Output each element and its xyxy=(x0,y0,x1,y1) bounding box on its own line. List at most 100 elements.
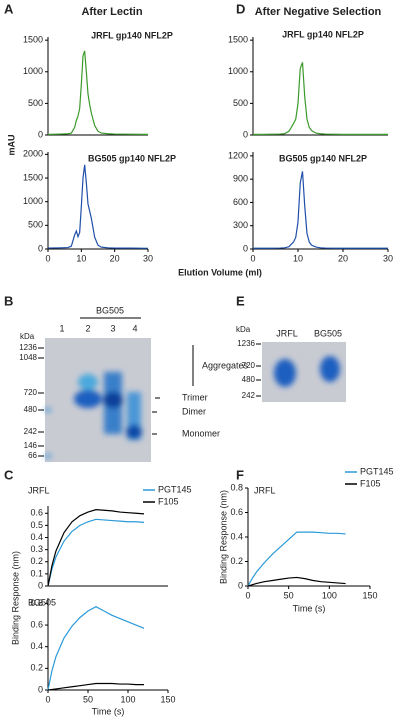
y-tick-label: 1200 xyxy=(228,150,248,160)
y-tick-label: 0.4 xyxy=(30,532,43,542)
x-tick-label: 150 xyxy=(160,694,175,704)
x-tick-label: 0 xyxy=(250,253,255,263)
marker-label: 242 xyxy=(24,427,38,436)
chart-title: JRFL gp140 NFL2P xyxy=(282,29,364,39)
panel-label: F xyxy=(236,467,244,482)
y-tick-label: 0 xyxy=(38,684,43,694)
x-tick-label: 30 xyxy=(143,253,153,263)
x-tick-label: 10 xyxy=(293,253,303,263)
lane-label: 4 xyxy=(132,323,137,333)
legend-label: F105 xyxy=(158,496,179,506)
lane-label: 1 xyxy=(59,323,64,333)
marker-label: 146 xyxy=(24,441,38,450)
x-tick-label: 30 xyxy=(383,253,393,263)
chart-title: BG505 xyxy=(28,597,56,607)
series-line xyxy=(47,50,149,135)
y-tick-label: 0 xyxy=(238,580,243,590)
x-tick-label: 20 xyxy=(338,253,348,263)
y-tick-label: 1000 xyxy=(23,196,43,206)
y-tick-label: 0.8 xyxy=(230,482,243,492)
legend-label: PGT145 xyxy=(158,484,192,494)
lane-label: BG505 xyxy=(314,328,342,338)
panel-label: A xyxy=(4,1,14,16)
y-tick-label: 0.6 xyxy=(230,507,243,517)
panel-label: B xyxy=(4,293,13,308)
marker-label: 480 xyxy=(242,375,256,384)
marker-label: 1236 xyxy=(19,343,37,352)
panel-label: E xyxy=(236,293,245,308)
y-tick-label: 0.2 xyxy=(230,556,243,566)
band-label: Trimer xyxy=(182,392,208,402)
series-line xyxy=(253,62,388,135)
y-tick-label: 900 xyxy=(233,174,248,184)
y-tick-label: 0 xyxy=(38,129,43,139)
lane-label: 3 xyxy=(110,323,115,333)
x-axis-label: Time (s) xyxy=(293,603,326,613)
kda-label: kDa xyxy=(236,325,251,334)
y-tick-label: 0.6 xyxy=(30,508,43,518)
x-tick-label: 100 xyxy=(120,694,135,704)
y-tick-label: 0 xyxy=(243,129,248,139)
marker-label: 480 xyxy=(24,405,38,414)
panel-label: C xyxy=(4,467,14,482)
series-line xyxy=(47,605,145,691)
gel-e: kDa JRFL BG505 xyxy=(236,325,346,402)
marker-label: 720 xyxy=(242,361,256,370)
y-tick-label: 0 xyxy=(243,243,248,253)
y-tick-label: 0.2 xyxy=(30,663,43,673)
y-tick-label: 0 xyxy=(38,243,43,253)
marker-label: 242 xyxy=(242,391,256,400)
series-line xyxy=(47,518,145,587)
y-tick-label: 1000 xyxy=(23,66,43,76)
y-tick-label: 500 xyxy=(28,98,43,108)
x-tick-label: 50 xyxy=(83,694,93,704)
lane-label: 2 xyxy=(85,323,90,333)
chart-title: JRFL gp140 NFL2P xyxy=(91,30,173,40)
y-tick-label: 2000 xyxy=(23,149,43,159)
x-tick-label: 100 xyxy=(322,590,337,600)
y-tick-label: 1500 xyxy=(23,35,43,45)
y-tick-label: 0 xyxy=(38,580,43,590)
panel-label: D xyxy=(236,1,245,16)
gel-b: BG505 1 2 3 4 kDa Aggregates Trimer Dime… xyxy=(20,305,249,462)
y-tick-label: 0.2 xyxy=(30,556,43,566)
series-line xyxy=(253,171,388,249)
y-tick-label: 500 xyxy=(28,220,43,230)
chart-title: JRFL xyxy=(28,485,50,495)
x-tick-label: 10 xyxy=(76,253,86,263)
y-tick-label: 0.1 xyxy=(30,568,43,578)
y-tick-label: 300 xyxy=(233,220,248,230)
series-line xyxy=(247,531,346,587)
y-tick-label: 600 xyxy=(233,197,248,207)
kda-label: kDa xyxy=(20,332,35,341)
marker-label: 1048 xyxy=(19,353,37,362)
band-label: Aggregates xyxy=(202,360,249,370)
x-tick-label: 50 xyxy=(284,590,294,600)
lane-label: JRFL xyxy=(276,328,298,338)
chart-title: BG505 gp140 NFL2P xyxy=(88,153,176,163)
series-line xyxy=(47,164,149,249)
marker-label: 66 xyxy=(28,451,37,460)
y-tick-label: 0.4 xyxy=(230,531,243,541)
y-tick-label: 0.8 xyxy=(30,598,43,608)
y-tick-label: 0.5 xyxy=(30,520,43,530)
x-tick-label: 0 xyxy=(45,253,50,263)
legend-label: F105 xyxy=(360,478,381,488)
y-axis-label: Binding Response (nm) xyxy=(10,551,20,645)
series-line xyxy=(247,576,346,587)
chart-title: JRFL xyxy=(254,485,276,495)
series-line xyxy=(47,509,145,587)
band-label: Monomer xyxy=(182,428,220,438)
y-axis-label: mAU xyxy=(6,134,16,155)
y-tick-label: 1000 xyxy=(228,66,248,76)
x-tick-label: 0 xyxy=(245,590,250,600)
panel-header: After Lectin xyxy=(81,6,142,18)
y-tick-label: 0.6 xyxy=(30,619,43,629)
y-tick-label: 0.3 xyxy=(30,544,43,554)
x-tick-label: 20 xyxy=(110,253,120,263)
y-tick-label: 0.4 xyxy=(30,641,43,651)
y-axis-label: Binding Response (nm) xyxy=(218,490,228,584)
legend-label: PGT145 xyxy=(360,466,394,476)
gel-header: BG505 xyxy=(96,305,124,315)
